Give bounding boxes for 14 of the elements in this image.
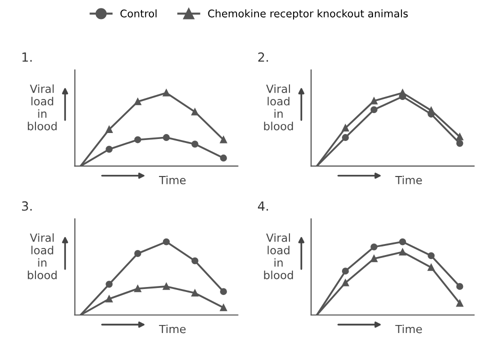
chart-title: 4. — [258, 201, 268, 211]
legend-label: Control — [120, 9, 157, 18]
y-axis-title: Viral load in blood — [264, 84, 293, 130]
x-axis-title: Time — [158, 176, 186, 184]
x-axis-title: Time — [395, 176, 422, 184]
chart-title: 2. — [258, 52, 268, 62]
y-axis-title: Viral load in blood — [264, 233, 293, 280]
x-axis-title: Time — [395, 324, 422, 334]
y-axis-title: Viral load in blood — [28, 233, 57, 280]
chart-title: 3. — [22, 201, 32, 211]
chart-title: 1. — [22, 52, 32, 62]
y-axis-title: Viral load in blood — [28, 84, 57, 130]
legend-label: Chemokine receptor knockout animals — [208, 9, 408, 20]
x-axis-title: Time — [158, 324, 186, 334]
